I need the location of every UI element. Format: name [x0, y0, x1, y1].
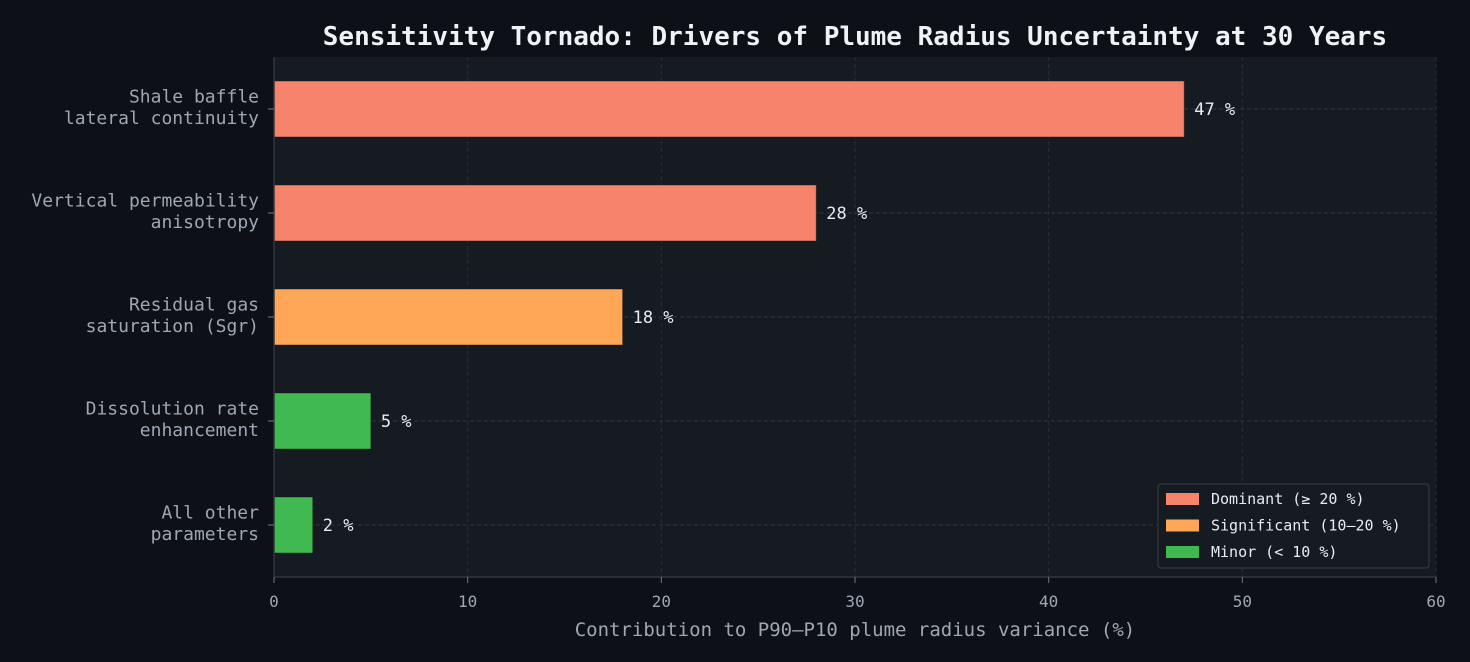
category-label: All other parameters: [151, 503, 260, 546]
category-label: Vertical permeability anisotropy: [31, 191, 259, 234]
x-tick-label: 20: [652, 592, 671, 611]
category-label-line: Shale baffle: [129, 87, 259, 108]
value-label: 2 %: [323, 516, 354, 536]
bar: [273, 80, 1185, 138]
bar: [273, 496, 314, 554]
category-label: Dissolution rate enhancement: [86, 399, 259, 442]
category-label-line: anisotropy: [151, 212, 260, 233]
x-tick-label: 10: [458, 592, 477, 611]
legend-label-significant: Significant (10–20 %): [1211, 517, 1401, 535]
value-label: 47 %: [1194, 100, 1235, 120]
value-label: 5 %: [381, 412, 412, 432]
legend-swatch-significant: [1166, 519, 1199, 532]
category-label-line: parameters: [151, 524, 259, 545]
category-label-line: enhancement: [140, 420, 259, 441]
bar: [273, 392, 372, 450]
value-label: 18 %: [633, 308, 674, 328]
x-tick-label: 30: [845, 592, 864, 611]
category-label-line: lateral continuity: [64, 108, 259, 129]
legend-box: [1157, 483, 1430, 569]
category-label-line: All other: [161, 503, 259, 524]
category-label: Shale baffle lateral continuity: [64, 87, 259, 130]
category-labels: 47 % 28 % 18 % 5 % 2 % Shale baffle lateral co…: [31, 87, 1235, 546]
category-label-line: Vertical permeability: [31, 191, 259, 212]
category-label-line: saturation (Sgr): [86, 316, 259, 337]
legend-label-dominant: Dominant (≥ 20 %): [1211, 490, 1365, 508]
value-label: 28 %: [826, 204, 867, 224]
x-tick-label: 40: [1039, 592, 1058, 611]
legend-swatch-dominant: [1166, 493, 1199, 505]
legend: Dominant (≥ 20 %) Significant (10–20 %) Mi…: [1157, 483, 1430, 569]
category-label: Residual gas saturation (Sgr): [86, 295, 259, 338]
bars: [273, 80, 1185, 554]
legend-label-minor: Minor (< 10 %): [1211, 543, 1337, 561]
category-label-line: Residual gas: [129, 295, 259, 316]
bar: [273, 288, 624, 346]
axes: 0 10 20 30 40 50 60: [268, 57, 1446, 611]
x-axis-label: Contribution to P90–P10 plume radius var…: [575, 619, 1136, 641]
legend-swatch-minor: [1166, 546, 1199, 558]
x-tick-label: 60: [1426, 592, 1445, 611]
x-tick-label: 0: [269, 592, 279, 611]
x-tick-label: 50: [1233, 592, 1252, 611]
category-label-line: Dissolution rate: [86, 399, 259, 420]
chart-title: Sensitivity Tornado: Drivers of Plume Ra…: [323, 22, 1387, 52]
bar: [273, 184, 817, 242]
